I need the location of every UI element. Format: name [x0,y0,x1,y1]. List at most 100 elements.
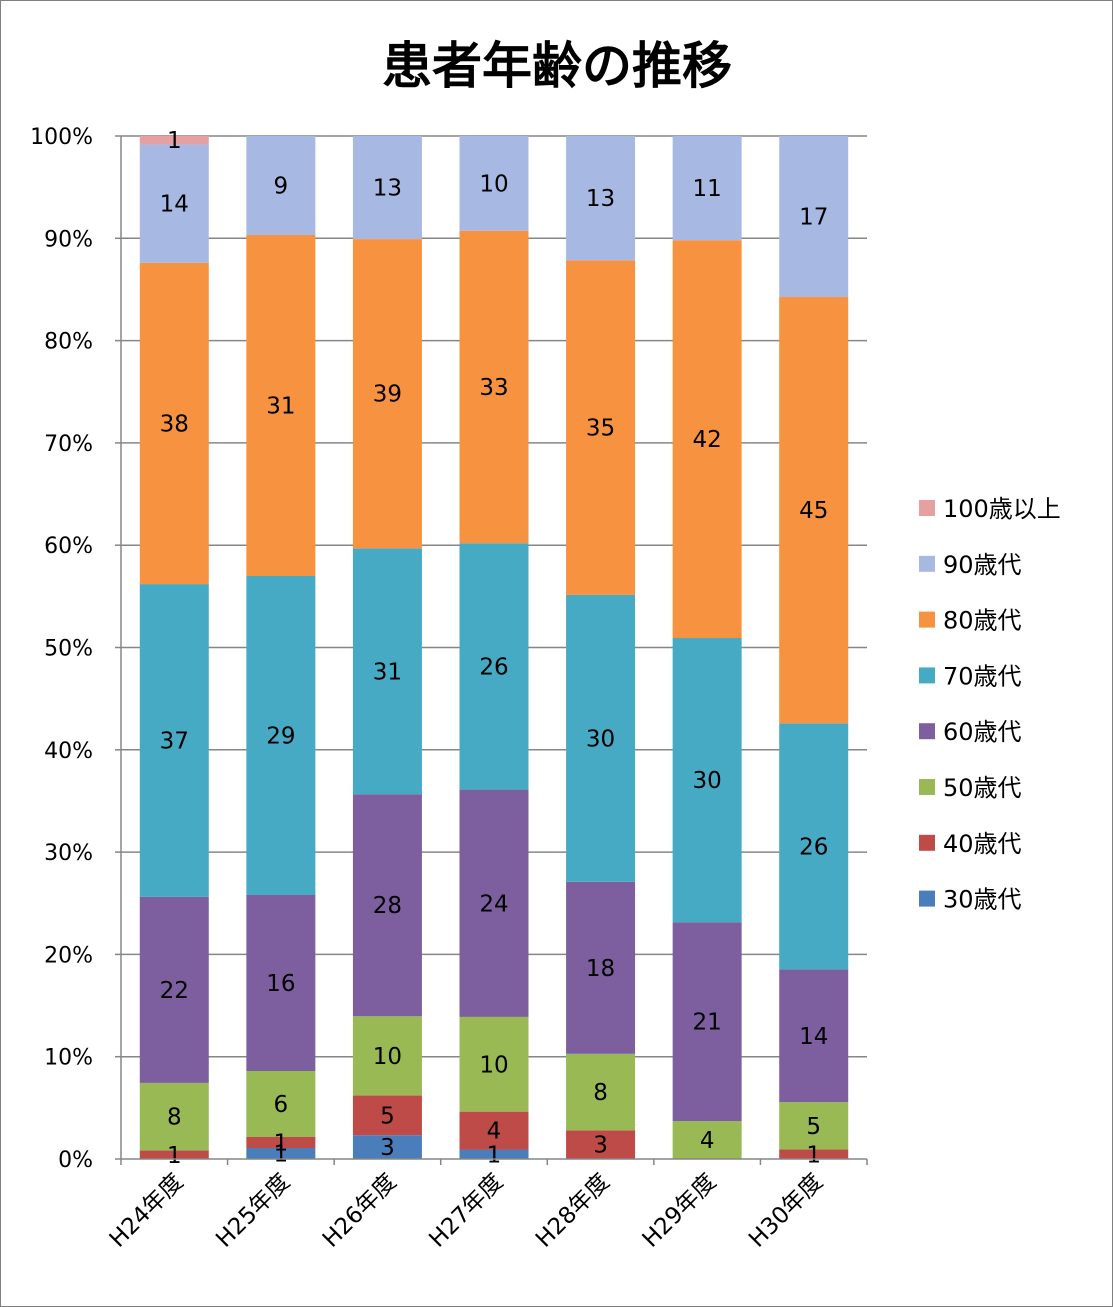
legend-item: 70歳代 [919,662,1022,690]
y-axis-ticks: 0% 10% 20% 30% 40% 50% 60% 70% 80% 90% 100% [30,125,121,1173]
bar-segment [459,1111,529,1150]
data-label: 1 [806,1142,821,1168]
bar-segment [566,1130,636,1159]
data-label: 26 [479,654,508,680]
x-category-label: H24年度 [105,1169,189,1253]
data-label: 30 [586,726,615,752]
data-label: 45 [799,498,828,524]
y-tick-label: 40% [44,739,93,764]
bar-segment [779,1149,849,1159]
data-label: 33 [479,375,508,401]
data-label: 13 [373,176,402,202]
data-label: 8 [167,1105,182,1131]
data-label: 21 [693,1010,722,1036]
data-label: 1 [167,1143,182,1169]
bar-segment [672,136,742,241]
bar-segment [566,881,636,1054]
data-label: 16 [266,971,295,997]
bar-segment [246,1148,316,1159]
legend-label: 70歳代 [943,662,1022,690]
data-label: 8 [593,1080,608,1106]
y-tick-label: 30% [44,841,93,866]
bar-segment [672,922,742,1122]
bar-segment [779,1102,849,1150]
legend-label: 40歳代 [943,830,1022,858]
bar-segment [352,136,422,240]
bar-segment [246,1137,316,1148]
bar-segment [566,1053,636,1131]
chart-title: 患者年齢の推移 [382,37,732,95]
data-labels: 1822373814111616293193510283139131410242… [160,128,829,1169]
data-label: 18 [586,956,615,982]
bar-segment [246,576,316,895]
data-label: 5 [806,1114,821,1140]
y-tick-label: 70% [44,432,93,457]
bar-segment [139,896,209,1083]
x-category-label: H25年度 [211,1169,295,1253]
bar-segment [779,297,849,724]
legend-item: 60歳代 [919,718,1022,746]
data-label: 1 [167,128,182,154]
bar-segment [352,239,422,549]
bar-segment [779,969,849,1103]
y-tick-label: 60% [44,534,93,559]
legend-item: 30歳代 [919,886,1022,914]
data-label: 10 [373,1044,402,1070]
bar-segment [246,235,316,576]
legend-item: 50歳代 [919,774,1022,802]
bar-segment [139,1082,209,1151]
data-label: 29 [266,724,295,750]
bar-segment [246,895,316,1071]
data-label: 35 [586,416,615,442]
legend-swatch [919,555,935,572]
data-label: 1 [274,1142,289,1168]
y-tick-label: 0% [58,1148,93,1173]
data-label: 3 [593,1133,608,1159]
data-label: 14 [799,1024,828,1050]
bar-segment [459,136,529,231]
legend-label: 100歳以上 [943,495,1061,523]
data-label: 11 [693,176,722,202]
bar-segment [459,543,529,790]
x-category-label: H27年度 [424,1169,508,1253]
data-label: 30 [693,768,722,794]
data-label: 4 [700,1128,715,1154]
bar-segment [352,1016,422,1096]
legend-item: 80歳代 [919,607,1022,635]
x-category-label: H26年度 [318,1169,402,1253]
legend-swatch [919,834,935,851]
legend-label: 90歳代 [943,551,1022,579]
data-label: 17 [799,205,828,231]
y-tick-label: 20% [44,943,93,968]
y-tick-label: 100% [30,125,93,150]
x-category-label: H30年度 [744,1169,828,1253]
data-label: 13 [586,186,615,212]
bar-segment [672,1121,742,1159]
y-tick-label: 90% [44,227,93,252]
data-label: 22 [160,978,189,1004]
legend-item: 40歳代 [919,830,1022,858]
bar-segment [672,638,742,923]
legend-item: 100歳以上 [919,495,1061,523]
data-label: 1 [274,1131,289,1157]
bar-segment [459,1016,529,1112]
bar-segment [139,584,209,897]
bar-segment [246,1071,316,1137]
bar-segment [139,144,209,263]
data-label: 9 [274,174,289,200]
data-label: 28 [373,893,402,919]
bar-segment [672,240,742,639]
data-label: 3 [380,1135,395,1161]
data-label: 10 [479,1052,508,1078]
data-label: 1 [487,1142,502,1168]
legend-swatch [919,500,935,516]
bar-segment [352,548,422,795]
bar-segment [246,136,316,235]
bar-segment [459,1149,529,1159]
data-label: 4 [487,1119,502,1145]
bar-segment [139,1150,209,1159]
bar-segment [352,794,422,1017]
x-category-label: H28年度 [531,1169,615,1253]
bar-segment [139,262,209,585]
